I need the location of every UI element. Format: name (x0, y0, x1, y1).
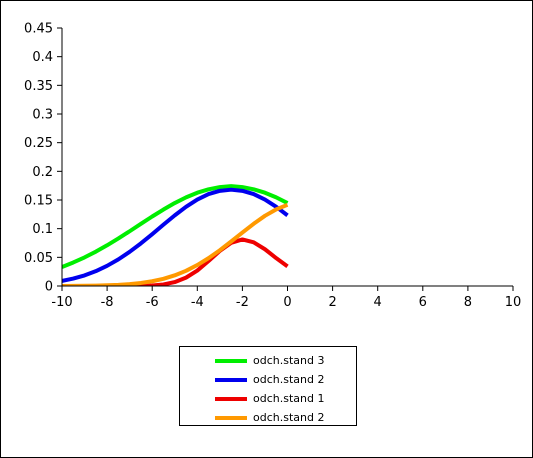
series-line-2 (62, 187, 289, 283)
x-tick-label: 2 (328, 295, 336, 310)
x-tick-label: -6 (146, 295, 159, 310)
y-tick-label: 0.3 (32, 108, 53, 123)
legend-swatch (215, 358, 247, 363)
legend-item-2: odch.stand 2 (180, 370, 356, 389)
y-tick-label: 0.4 (32, 50, 53, 65)
x-tick-label: -8 (101, 295, 114, 310)
legend-label: odch.stand 1 (253, 392, 325, 405)
x-tick-label: -2 (236, 295, 249, 310)
legend-item-4: odch.stand 2 (180, 408, 356, 427)
series-line-1 (62, 184, 289, 269)
series-line-3 (62, 237, 289, 286)
y-tick-label: 0.15 (24, 194, 53, 209)
x-tick-label: 0 (283, 295, 291, 310)
legend-label: odch.stand 3 (253, 354, 325, 367)
axes-group (61, 28, 513, 287)
y-tick-label: 0 (45, 280, 53, 295)
x-tick-label: 10 (505, 295, 522, 310)
x-tick-label: 8 (464, 295, 472, 310)
x-axis-ticks: -10 -8 -6 -4 -2 0 2 4 6 8 10 (51, 286, 521, 310)
x-tick-label: 6 (419, 295, 427, 310)
x-tick-label: -10 (51, 295, 72, 310)
legend-swatch (215, 377, 247, 382)
y-tick-label: 0.25 (24, 136, 53, 151)
y-tick-label: 0.45 (24, 22, 53, 37)
curves-group (62, 184, 289, 286)
y-tick-label: 0.35 (24, 79, 53, 94)
legend-swatch (215, 396, 247, 401)
legend-label: odch.stand 2 (253, 411, 325, 424)
y-tick-label: 0.2 (32, 165, 53, 180)
x-tick-label: -4 (191, 295, 204, 310)
legend-item-3: odch.stand 1 (180, 389, 356, 408)
y-axis-ticks: 0 0.05 0.1 0.15 0.2 0.25 0.3 0.35 0.4 0.45 (24, 22, 62, 295)
legend: odch.stand 3 odch.stand 2 odch.stand 1 odch… (179, 346, 357, 426)
legend-label: odch.stand 2 (253, 373, 325, 386)
legend-swatch (215, 415, 247, 420)
y-tick-label: 0.1 (32, 222, 53, 237)
y-tick-label: 0.05 (24, 251, 53, 266)
legend-item-1: odch.stand 3 (180, 351, 356, 370)
x-tick-label: 4 (374, 295, 382, 310)
